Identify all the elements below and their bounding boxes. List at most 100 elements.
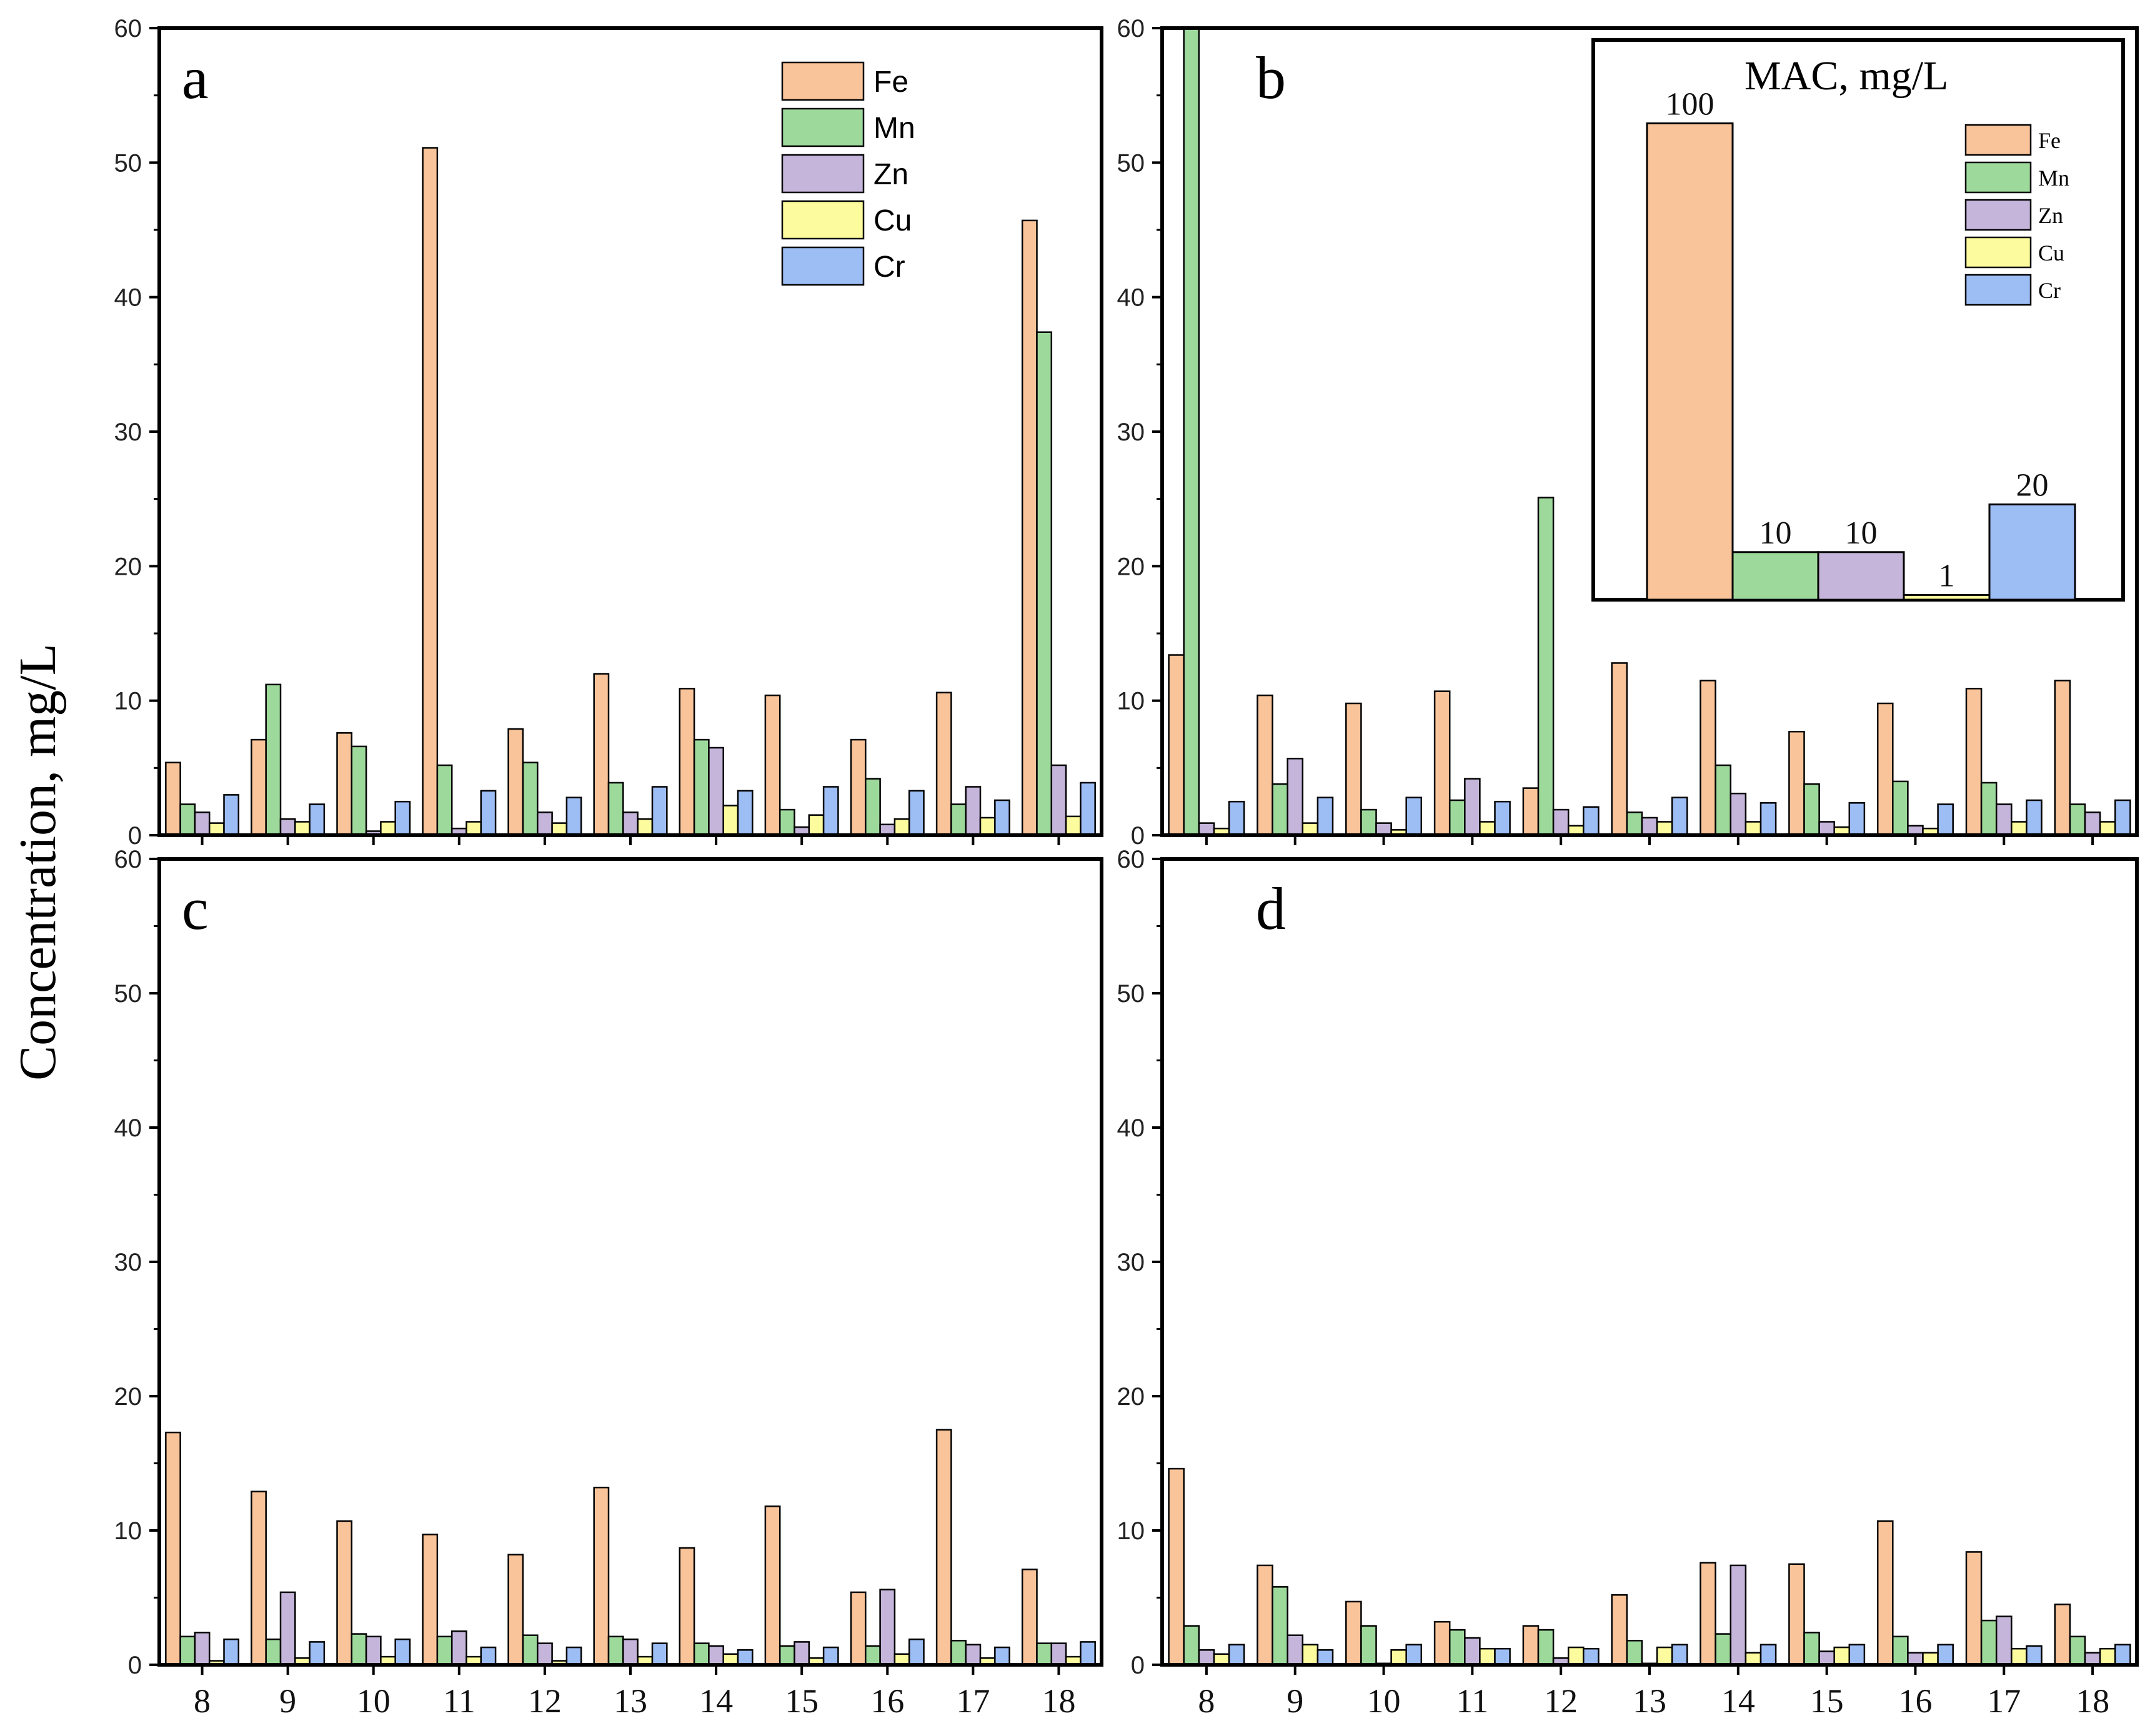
bar-cu-10 [380,821,396,835]
bar-cr-15 [822,1646,839,1665]
bar-cr-17 [2026,1645,2043,1665]
y-tick-label: 30 [1117,419,1145,446]
inset-legend: Fe Mn Zn Cu Cr [1964,124,2069,306]
panel-b: 0 10 20 30 40 50 60 b MAC, mg/L 100 10 10 1 20 Fe Mn Zn C… [1117,15,2139,850]
bar-fe-9 [1257,694,1273,835]
bar-cu-17 [2011,821,2028,835]
inset-legend-swatch-fe [1964,124,2032,156]
bar-cu-11 [1479,821,1496,835]
y-tick-label: 40 [1117,284,1145,312]
bar-fe-12 [507,728,524,835]
bar-mn-18 [1036,331,1053,835]
bar-fe-11 [1433,690,1451,835]
bar-cu-13 [637,818,654,835]
bar-mn-11 [436,764,453,835]
bar-mn-16 [1892,780,1909,835]
bar-cr-8 [1228,1644,1245,1665]
bars-group [165,147,1096,835]
x-tick-label: 10 [1367,1682,1401,1720]
bar-fe-16 [850,738,867,835]
bar-mn-18 [1036,1642,1053,1665]
bars-group [1168,28,2131,835]
bar-cr-11 [480,1646,497,1665]
bar-zn-9 [279,818,296,835]
bar-mn-14 [1715,1633,1732,1665]
bar-cu-11 [1479,1647,1496,1665]
x-tick-label: 11 [443,1682,475,1720]
bar-cr-12 [1583,806,1600,835]
x-tick-label: 9 [1287,1682,1303,1720]
bar-fe-16 [1876,702,1894,835]
y-axis: 0 10 20 30 40 50 60 [1117,846,1162,1679]
inset-legend-swatch-zn [1964,199,2032,231]
bar-cr-8 [223,794,240,835]
bar-mn-15 [779,1645,795,1665]
bar-mn-12 [1537,1629,1555,1665]
x-tick-label: 18 [1042,1682,1075,1720]
legend-label-zn: Zn [873,158,908,191]
bar-mn-18 [2069,1635,2086,1665]
bar-fe-10 [1345,1600,1362,1665]
x-tick-label: 12 [528,1682,562,1720]
bar-cr-18 [2114,799,2131,835]
bar-zn-9 [1287,758,1304,835]
bar-cr-10 [1405,796,1423,835]
x-tick-label: 12 [1544,1682,1578,1720]
bar-cr-12 [1583,1647,1600,1665]
bar-fe-9 [251,1490,267,1665]
bar-mn-12 [1537,497,1555,835]
bar-fe-15 [764,1505,781,1665]
y-tick-label: 50 [114,149,142,177]
bar-fe-13 [1611,662,1628,835]
x-tick-label: 9 [279,1682,296,1720]
inset-legend-label-fe: Fe [2038,128,2061,153]
panel-label: c [182,875,209,942]
bar-cr-13 [651,786,668,835]
bar-cu-18 [2099,821,2116,835]
bar-mn-15 [779,808,795,835]
y-tick-label: 40 [114,1114,142,1142]
y-tick-label: 50 [1117,149,1145,177]
bar-cr-15 [1848,1644,1866,1665]
panel-frame [1160,26,2139,837]
bar-zn-8 [194,811,211,835]
bar-fe-8 [165,1431,181,1665]
bar-cu-15 [808,814,825,835]
inset-legend-swatch-mn [1964,161,2032,194]
panel-frame [157,26,1103,837]
bar-cr-14 [1759,1644,1777,1665]
bar-zn-10 [365,1635,382,1665]
bar-fe-11 [422,147,439,835]
bar-mn-11 [1448,799,1466,835]
inset-bar-fe [1646,122,1734,601]
bar-cr-17 [994,799,1010,835]
bar-mn-14 [693,1642,710,1665]
bar-mn-16 [865,778,881,835]
bar-fe-11 [1433,1620,1451,1665]
inset-legend-label-mn: Mn [2038,166,2069,191]
bar-zn-13 [622,811,639,835]
panel-label: b [1256,44,1286,111]
panel-label: d [1256,875,1286,942]
bars-group [165,1429,1096,1665]
bar-zn-12 [1552,808,1570,835]
bar-cr-11 [480,790,497,835]
bar-cr-12 [565,796,582,835]
bar-cr-16 [908,790,925,835]
panel-c: 0 10 20 30 40 50 60 8 9 10 11 12 13 14 15 16 17 18 c [114,846,1103,1720]
bar-zn-8 [1198,1649,1215,1665]
bar-zn-12 [537,811,553,835]
legend-label-mn: Mn [873,112,915,145]
bar-zn-12 [537,1642,553,1665]
inset-bar-mn [1731,551,1819,601]
x-tick-label: 10 [357,1682,391,1720]
x-tick-label: 14 [699,1682,733,1720]
bar-cr-13 [651,1642,668,1665]
y-tick-label: 10 [1117,688,1145,715]
panel-a: 0 10 20 30 40 50 60 a Fe Mn Zn Cu Cr [114,15,1103,850]
bar-cr-9 [1316,1649,1334,1665]
legend: Fe Mn Zn Cu Cr [781,61,915,286]
bar-cu-18 [1065,815,1082,835]
bar-fe-18 [2054,680,2071,835]
